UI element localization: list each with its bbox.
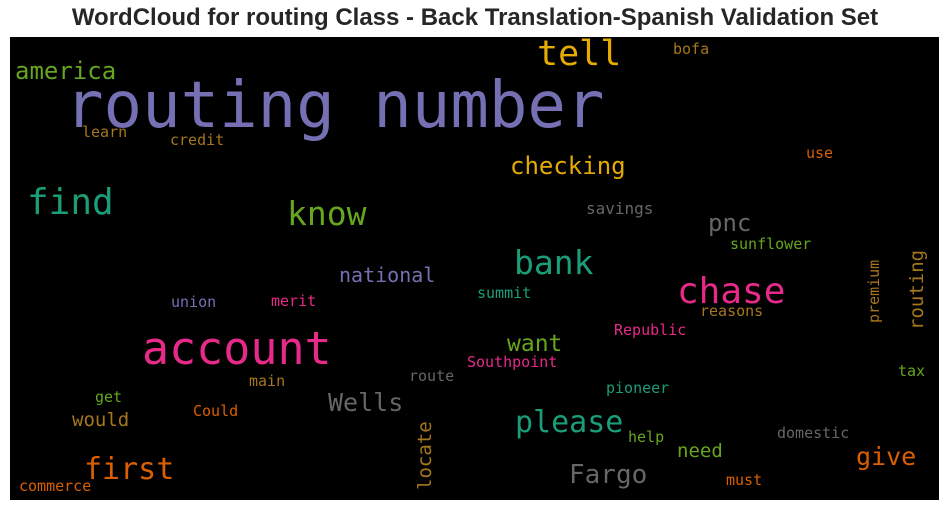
wordcloud-word: find <box>27 182 114 223</box>
wordcloud-word: please <box>515 405 624 440</box>
wordcloud-word: merit <box>271 292 317 310</box>
wordcloud-word: help <box>628 428 665 446</box>
wordcloud-word: reasons <box>700 302 764 320</box>
wordcloud-word: locate <box>414 421 436 490</box>
wordcloud-word: sunflower <box>730 235 812 253</box>
wordcloud-word: get <box>95 388 123 406</box>
wordcloud-word: domestic <box>777 424 850 442</box>
wordcloud-word: use <box>806 144 834 162</box>
wordcloud-word: union <box>171 293 217 311</box>
wordcloud-word: routing <box>906 249 928 330</box>
wordcloud-word: Republic <box>614 321 687 339</box>
wordcloud-word: savings <box>586 199 654 218</box>
wordcloud-word: main <box>249 372 286 390</box>
wordcloud-word: checking <box>510 152 626 180</box>
wordcloud-word: need <box>677 440 723 462</box>
wordcloud-word: chase <box>677 271 786 312</box>
wordcloud-word: know <box>287 194 367 233</box>
wordcloud-word: must <box>726 471 763 489</box>
wordcloud-word: tax <box>898 362 926 380</box>
wordcloud-word: Fargo <box>569 460 648 490</box>
wordcloud-word: would <box>72 409 130 431</box>
wordcloud-word: america <box>15 57 117 85</box>
wordcloud-word: national <box>339 263 436 287</box>
wordcloud-canvas: routing number account find tell chase know ba… <box>10 37 939 500</box>
wordcloud-word: premium <box>865 259 883 323</box>
wordcloud-word: route <box>409 367 455 385</box>
wordcloud-word: learn <box>82 123 128 141</box>
wordcloud-word: commerce <box>19 477 92 495</box>
wordcloud-word: first <box>84 452 175 487</box>
wordcloud-word: routing number <box>65 69 605 143</box>
wordcloud-word: Could <box>193 402 239 420</box>
wordcloud-word: Wells <box>328 388 404 417</box>
wordcloud-word: pnc <box>708 209 752 237</box>
wordcloud-word: bank <box>514 243 594 282</box>
wordcloud-word: give <box>856 442 917 471</box>
wordcloud-word: summit <box>477 284 532 302</box>
wordcloud-word: Southpoint <box>467 353 558 371</box>
wordcloud-word: pioneer <box>606 379 670 397</box>
wordcloud-word: bofa <box>673 40 710 58</box>
wordcloud-word: want <box>507 331 563 357</box>
wordcloud-word: credit <box>170 131 225 149</box>
wordcloud-word: account <box>142 322 332 375</box>
wordcloud-word: tell <box>537 37 622 74</box>
chart-title: WordCloud for routing Class - Back Trans… <box>71 4 879 31</box>
